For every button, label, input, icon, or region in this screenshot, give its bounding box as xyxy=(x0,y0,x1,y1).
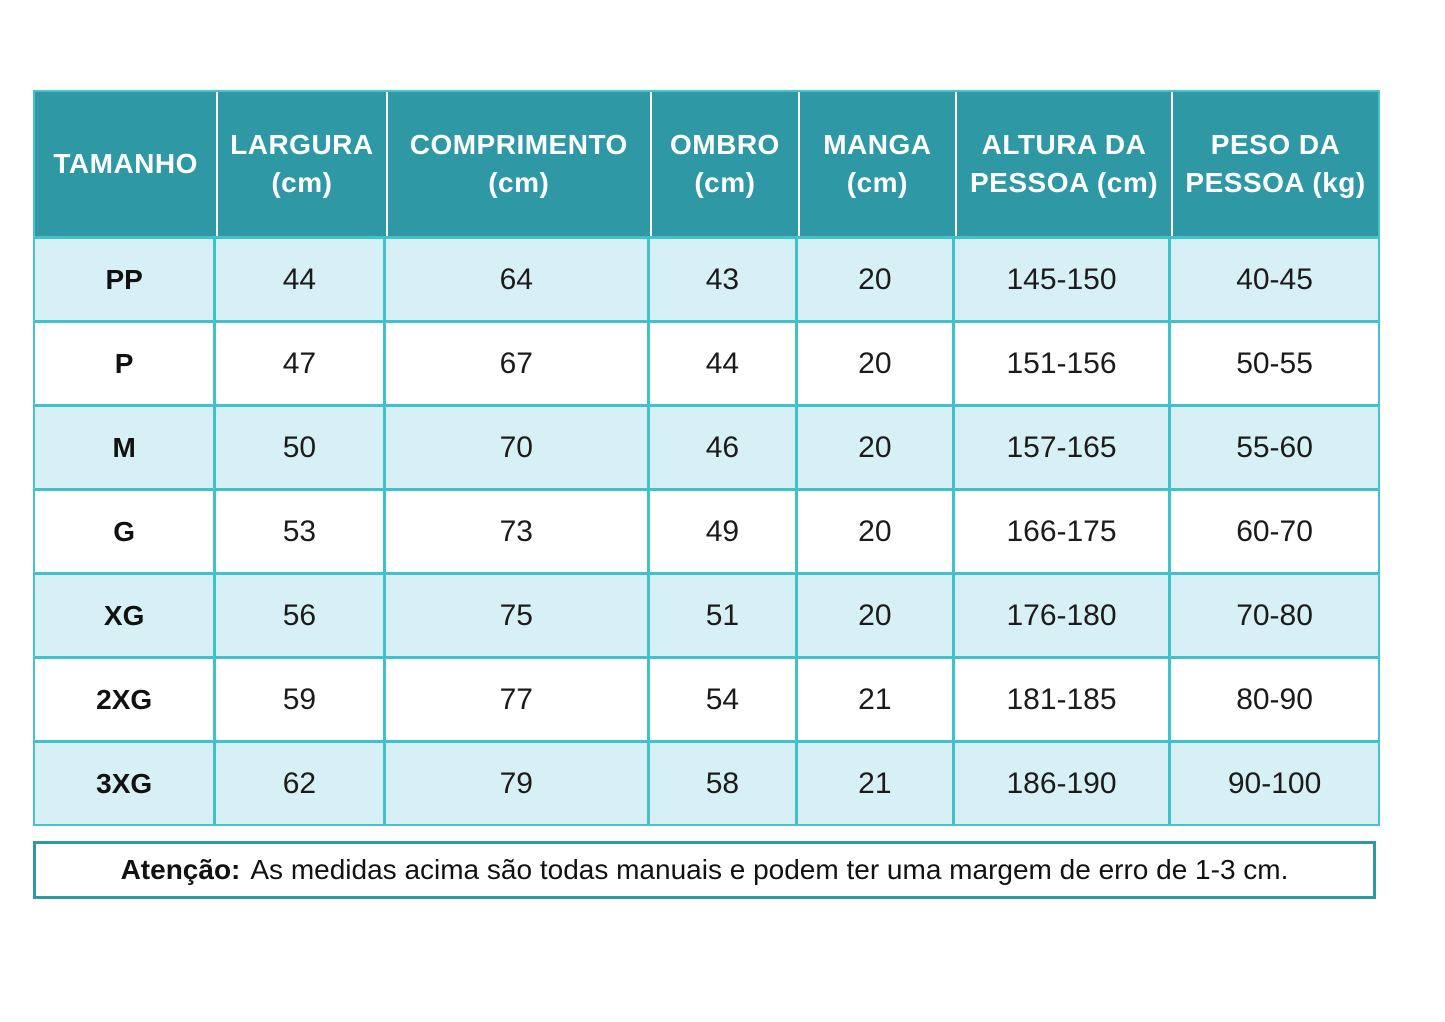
size-chart-table-container: TAMANHO LARGURA (cm) COMPRIMENTO (cm) OMBR… xyxy=(33,90,1380,826)
size-label: 2XG xyxy=(35,659,217,743)
manga-value: 20 xyxy=(797,323,955,407)
size-label: M xyxy=(35,407,217,491)
comprimento-value: 79 xyxy=(385,743,651,824)
header-unit: (cm) xyxy=(694,167,756,198)
comprimento-value: 73 xyxy=(385,491,651,575)
header-line: PESO DA xyxy=(1210,129,1341,161)
header-unit: (cm) xyxy=(271,167,333,198)
largura-value: 47 xyxy=(216,323,386,407)
header-line: TAMANHO xyxy=(53,148,198,180)
peso-value: 40-45 xyxy=(1171,236,1378,323)
column-header-ombro: OMBRO (cm) xyxy=(650,92,798,236)
table-row-2xg: 2XG 59 77 54 21 181-185 80-90 xyxy=(35,659,1378,743)
column-header-tamanho: TAMANHO xyxy=(35,92,217,236)
table-row-pp: PP 44 64 43 20 145-150 40-45 xyxy=(35,236,1378,323)
comprimento-value: 75 xyxy=(385,575,651,659)
manga-value: 20 xyxy=(797,491,955,575)
altura-value: 176-180 xyxy=(954,575,1172,659)
peso-value: 90-100 xyxy=(1171,743,1378,824)
header-line: LARGURA xyxy=(230,129,374,161)
altura-value: 151-156 xyxy=(954,323,1172,407)
largura-value: 44 xyxy=(216,236,386,323)
manga-value: 20 xyxy=(797,407,955,491)
largura-value: 62 xyxy=(216,743,386,824)
table-row-p: P 47 67 44 20 151-156 50-55 xyxy=(35,323,1378,407)
ombro-value: 54 xyxy=(650,659,798,743)
peso-value: 80-90 xyxy=(1171,659,1378,743)
ombro-value: 46 xyxy=(650,407,798,491)
altura-value: 145-150 xyxy=(954,236,1172,323)
manga-value: 21 xyxy=(797,743,955,824)
column-header-largura: LARGURA (cm) xyxy=(216,92,386,236)
table-row-g: G 53 73 49 20 166-175 60-70 xyxy=(35,491,1378,575)
peso-value: 50-55 xyxy=(1171,323,1378,407)
table-row-xg: XG 56 75 51 20 176-180 70-80 xyxy=(35,575,1378,659)
header-unit: (cm) xyxy=(846,167,908,198)
column-header-altura: ALTURA DA PESSOA (cm) xyxy=(954,92,1172,236)
peso-value: 60-70 xyxy=(1171,491,1378,575)
largura-value: 59 xyxy=(216,659,386,743)
table-row-3xg: 3XG 62 79 58 21 186-190 90-100 xyxy=(35,743,1378,824)
comprimento-value: 67 xyxy=(385,323,651,407)
ombro-value: 44 xyxy=(650,323,798,407)
manga-value: 21 xyxy=(797,659,955,743)
largura-value: 53 xyxy=(216,491,386,575)
altura-value: 157-165 xyxy=(954,407,1172,491)
table-row-m: M 50 70 46 20 157-165 55-60 xyxy=(35,407,1378,491)
header-unit: PESSOA (cm) xyxy=(969,167,1159,198)
size-label: G xyxy=(35,491,217,575)
ombro-value: 58 xyxy=(650,743,798,824)
column-header-manga: MANGA (cm) xyxy=(797,92,955,236)
comprimento-value: 77 xyxy=(385,659,651,743)
size-label: 3XG xyxy=(35,743,217,824)
largura-value: 56 xyxy=(216,575,386,659)
altura-value: 181-185 xyxy=(954,659,1172,743)
size-label: P xyxy=(35,323,217,407)
measurement-note: Atenção: As medidas acima são todas manu… xyxy=(33,841,1376,899)
largura-value: 50 xyxy=(216,407,386,491)
altura-value: 166-175 xyxy=(954,491,1172,575)
header-row: TAMANHO LARGURA (cm) COMPRIMENTO (cm) OMBR… xyxy=(35,92,1378,236)
comprimento-value: 64 xyxy=(385,236,651,323)
column-header-comprimento: COMPRIMENTO (cm) xyxy=(385,92,651,236)
size-chart-table: TAMANHO LARGURA (cm) COMPRIMENTO (cm) OMBR… xyxy=(35,92,1378,824)
header-line: ALTURA DA xyxy=(981,129,1147,161)
altura-value: 186-190 xyxy=(954,743,1172,824)
manga-value: 20 xyxy=(797,575,955,659)
size-label: PP xyxy=(35,236,217,323)
peso-value: 70-80 xyxy=(1171,575,1378,659)
ombro-value: 43 xyxy=(650,236,798,323)
header-unit: (cm) xyxy=(488,167,550,198)
note-label: Atenção: xyxy=(120,854,241,885)
header-line: MANGA xyxy=(823,129,932,161)
note-text: As medidas acima são todas manuais e pod… xyxy=(250,854,1289,885)
ombro-value: 49 xyxy=(650,491,798,575)
header-unit: PESSOA (kg) xyxy=(1185,167,1366,198)
peso-value: 55-60 xyxy=(1171,407,1378,491)
comprimento-value: 70 xyxy=(385,407,651,491)
column-header-peso: PESO DA PESSOA (kg) xyxy=(1171,92,1378,236)
header-line: COMPRIMENTO xyxy=(409,129,628,161)
ombro-value: 51 xyxy=(650,575,798,659)
manga-value: 20 xyxy=(797,236,955,323)
header-line: OMBRO xyxy=(670,129,780,161)
size-label: XG xyxy=(35,575,217,659)
